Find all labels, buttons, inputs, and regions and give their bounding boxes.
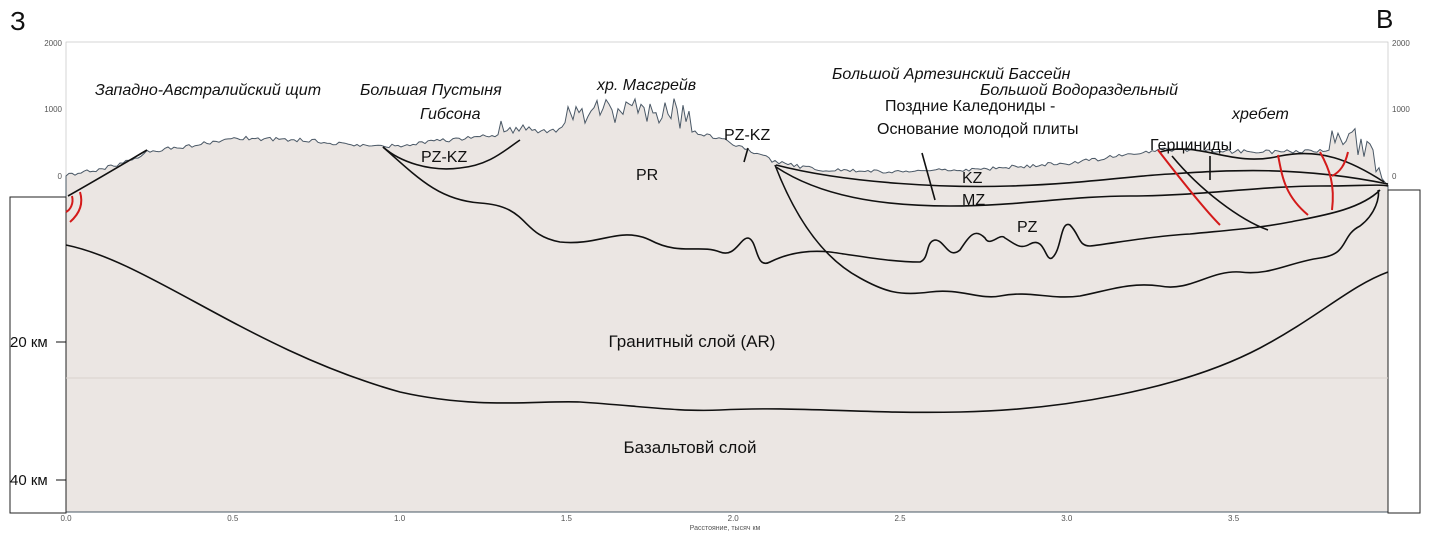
tick-label: 0 — [58, 172, 63, 181]
tick-label: 2000 — [1392, 39, 1410, 48]
unit-label: KZ — [962, 170, 983, 187]
corner-label: З — [10, 6, 26, 36]
region-label: Большая Пустыня — [360, 82, 502, 99]
tick-label: 0.5 — [227, 514, 239, 523]
tick-label: 2000 — [44, 39, 62, 48]
axis-label: Расстояние, тысяч км — [690, 525, 761, 532]
depth-label: 20 км — [10, 334, 48, 351]
region-label: Западно-Австралийский щит — [95, 82, 321, 99]
right-scale — [1388, 190, 1420, 513]
unit-label: PZ-KZ — [724, 127, 770, 144]
region-label: Большой Водораздельный — [980, 82, 1178, 99]
region-label: Большой Артезинский Бассейн — [832, 66, 1071, 83]
structure-label: Поздние Каледониды - — [885, 98, 1055, 115]
tick-label: 0 — [1392, 172, 1397, 181]
structure-label: Герциниды — [1150, 137, 1232, 154]
region-label: Гибсона — [420, 106, 481, 123]
unit-label: PZ-KZ — [421, 149, 467, 166]
layer-label: Базальтовй слой — [624, 438, 757, 457]
tick-label: 1000 — [44, 105, 62, 114]
tick-label: 0.0 — [60, 514, 72, 523]
region-label: хр. Масгрейв — [596, 77, 696, 94]
tick-label: 2.5 — [894, 514, 906, 523]
unit-label: MZ — [962, 192, 985, 209]
tick-label: 1.0 — [394, 514, 406, 523]
region-label: хребет — [1231, 106, 1289, 123]
tick-label: 3.5 — [1228, 514, 1240, 523]
layer-label: Гранитный слой (AR) — [609, 332, 776, 351]
cross-section: З В 2000 1000 0 2000 1000 0 20 км 40 км … — [0, 0, 1431, 533]
structure-label: Основание молодой плиты — [877, 121, 1079, 138]
tick-label: 1000 — [1392, 105, 1410, 114]
tick-label: 3.0 — [1061, 514, 1073, 523]
depth-label: 40 км — [10, 472, 48, 489]
tick-label: 2.0 — [728, 514, 740, 523]
unit-label: PZ — [1017, 219, 1038, 236]
left-scale — [10, 197, 66, 513]
tick-label: 1.5 — [561, 514, 573, 523]
corner-label: В — [1376, 4, 1393, 34]
unit-label: PR — [636, 167, 658, 184]
